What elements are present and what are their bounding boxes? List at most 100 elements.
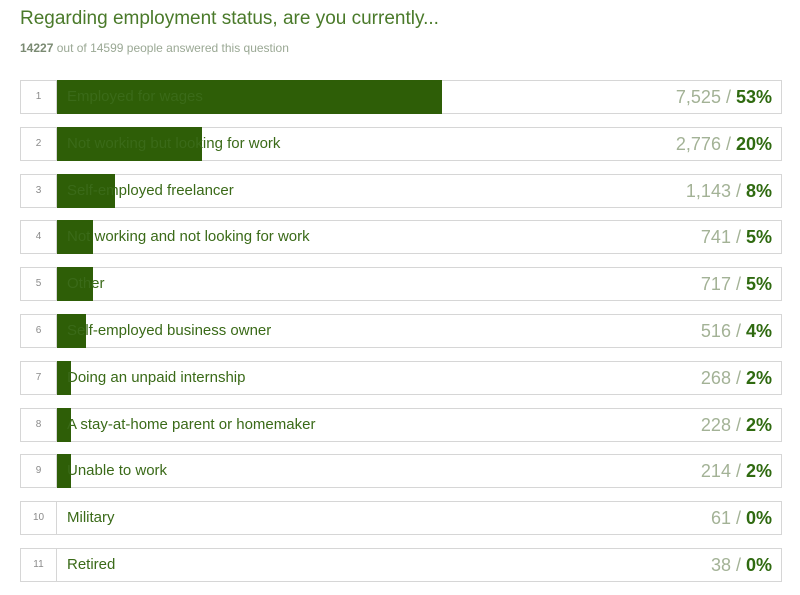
table-row: 11 Retired 38 / 0% xyxy=(20,547,782,582)
value-separator: / xyxy=(730,508,746,529)
table-row: 7 Doing an unpaid internship 268 / 2% xyxy=(20,360,782,395)
row-value: 61 / 0% xyxy=(711,502,772,534)
row-label: Other xyxy=(67,275,105,293)
table-row: 8 A stay-at-home parent or homemaker 228 /… xyxy=(20,407,782,442)
bar-track xyxy=(57,80,782,114)
bar-track xyxy=(57,407,782,442)
answered-count: 14227 xyxy=(20,41,54,55)
row-label: Employed for wages xyxy=(67,88,203,105)
row-rank: 2 xyxy=(21,127,57,160)
row-percent: 8% xyxy=(745,180,772,201)
row-value: 741 / 5% xyxy=(701,221,772,253)
row-label: Unable to work xyxy=(67,462,168,480)
bar-track xyxy=(57,126,782,161)
bar-fill xyxy=(57,173,115,208)
row-percent: 2% xyxy=(745,367,772,388)
row-percent: 4% xyxy=(745,320,772,341)
bar-track xyxy=(57,313,782,348)
table-row: 10 Military 61 / 0% xyxy=(20,501,782,536)
row-rank: 7 xyxy=(21,361,57,394)
row-label: Military xyxy=(67,509,115,527)
row-count: 61 xyxy=(710,508,731,529)
row-count: 741 xyxy=(700,227,731,248)
row-percent: 2% xyxy=(745,414,772,435)
table-row: 6 Self-employed business owner 516 / 4% xyxy=(20,313,782,348)
row-rank: 4 xyxy=(21,221,57,254)
row-percent: 53% xyxy=(735,87,772,107)
bar-fill xyxy=(57,220,93,255)
answered-summary: 14227 out of 14599 people answered this … xyxy=(20,41,289,55)
bar-track xyxy=(57,220,782,255)
row-rank: 11 xyxy=(21,548,57,581)
value-separator: / xyxy=(720,87,736,107)
row-value: 2,776 / 20% xyxy=(676,128,772,160)
table-row: 3 Self-employed freelancer 1,143 / 8% xyxy=(20,173,782,208)
row-value: 228 / 2% xyxy=(701,409,772,441)
row-count: 214 xyxy=(700,461,731,482)
bar-track xyxy=(57,501,782,535)
row-value: 268 / 2% xyxy=(701,362,772,394)
bar-track xyxy=(57,548,782,582)
row-percent: 0% xyxy=(745,554,772,575)
answered-suffix: out of 14599 people answered this questi… xyxy=(56,41,289,55)
table-row: 2 Not working but looking for work 2,776 /… xyxy=(20,126,782,161)
row-rank: 5 xyxy=(21,268,57,301)
table-row: 1 Employed for wages 7,525 / 53% xyxy=(20,80,782,114)
row-rank: 10 xyxy=(21,502,57,535)
row-value: 38 / 0% xyxy=(711,549,772,581)
row-percent: 2% xyxy=(745,461,772,482)
row-label: Retired xyxy=(67,555,116,573)
value-separator: / xyxy=(730,554,746,575)
row-rank: 9 xyxy=(21,455,57,488)
row-rank: 8 xyxy=(21,408,57,441)
row-value: 1,143 / 8% xyxy=(686,175,772,207)
bar-track xyxy=(57,173,782,208)
value-separator: / xyxy=(730,227,746,248)
question-title: Regarding employment status, are you cur… xyxy=(20,8,439,29)
table-row: 9 Unable to work 214 / 2% xyxy=(20,454,782,489)
row-percent: 20% xyxy=(735,133,772,154)
row-label: Not working and not looking for work xyxy=(67,228,310,246)
table-row: 5 Other 717 / 5% xyxy=(20,267,782,302)
results-chart: 1 Employed for wages 7,525 / 53% 2 Not worki… xyxy=(20,80,782,595)
row-count: 1,143 xyxy=(685,180,731,201)
row-label: Self-employed business owner xyxy=(67,321,272,339)
row-label: Doing an unpaid internship xyxy=(67,368,246,386)
bar-fill xyxy=(57,407,71,442)
bar-track xyxy=(57,454,782,489)
row-count: 38 xyxy=(710,554,731,575)
value-separator: / xyxy=(720,133,736,154)
row-value: 214 / 2% xyxy=(701,455,772,487)
bar-fill xyxy=(57,126,202,161)
value-separator: / xyxy=(730,320,746,341)
row-value: 7,525 / 53% xyxy=(676,81,772,113)
row-count: 268 xyxy=(700,367,731,388)
value-separator: / xyxy=(730,414,746,435)
row-count: 717 xyxy=(700,274,731,295)
row-label: Self-employed freelancer xyxy=(67,181,234,199)
row-percent: 5% xyxy=(745,227,772,248)
row-count: 516 xyxy=(700,320,731,341)
bar-fill xyxy=(57,80,442,114)
value-separator: / xyxy=(730,367,746,388)
row-percent: 0% xyxy=(745,508,772,529)
table-row: 4 Not working and not looking for work 741… xyxy=(20,220,782,255)
row-value: 717 / 5% xyxy=(701,268,772,300)
row-count: 7,525 xyxy=(675,87,721,107)
row-rank: 3 xyxy=(21,174,57,207)
value-separator: / xyxy=(730,274,746,295)
value-separator: / xyxy=(730,461,746,482)
value-separator: / xyxy=(730,180,746,201)
bar-fill xyxy=(57,267,93,302)
bar-fill xyxy=(57,454,71,489)
row-value: 516 / 4% xyxy=(701,315,772,347)
bar-fill xyxy=(57,313,86,348)
row-rank: 6 xyxy=(21,314,57,347)
bar-fill xyxy=(57,360,71,395)
row-count: 2,776 xyxy=(675,133,721,154)
row-label: Not working but looking for work xyxy=(67,134,281,152)
row-count: 228 xyxy=(700,414,731,435)
row-percent: 5% xyxy=(745,274,772,295)
bar-track xyxy=(57,267,782,302)
row-rank: 1 xyxy=(21,81,57,113)
